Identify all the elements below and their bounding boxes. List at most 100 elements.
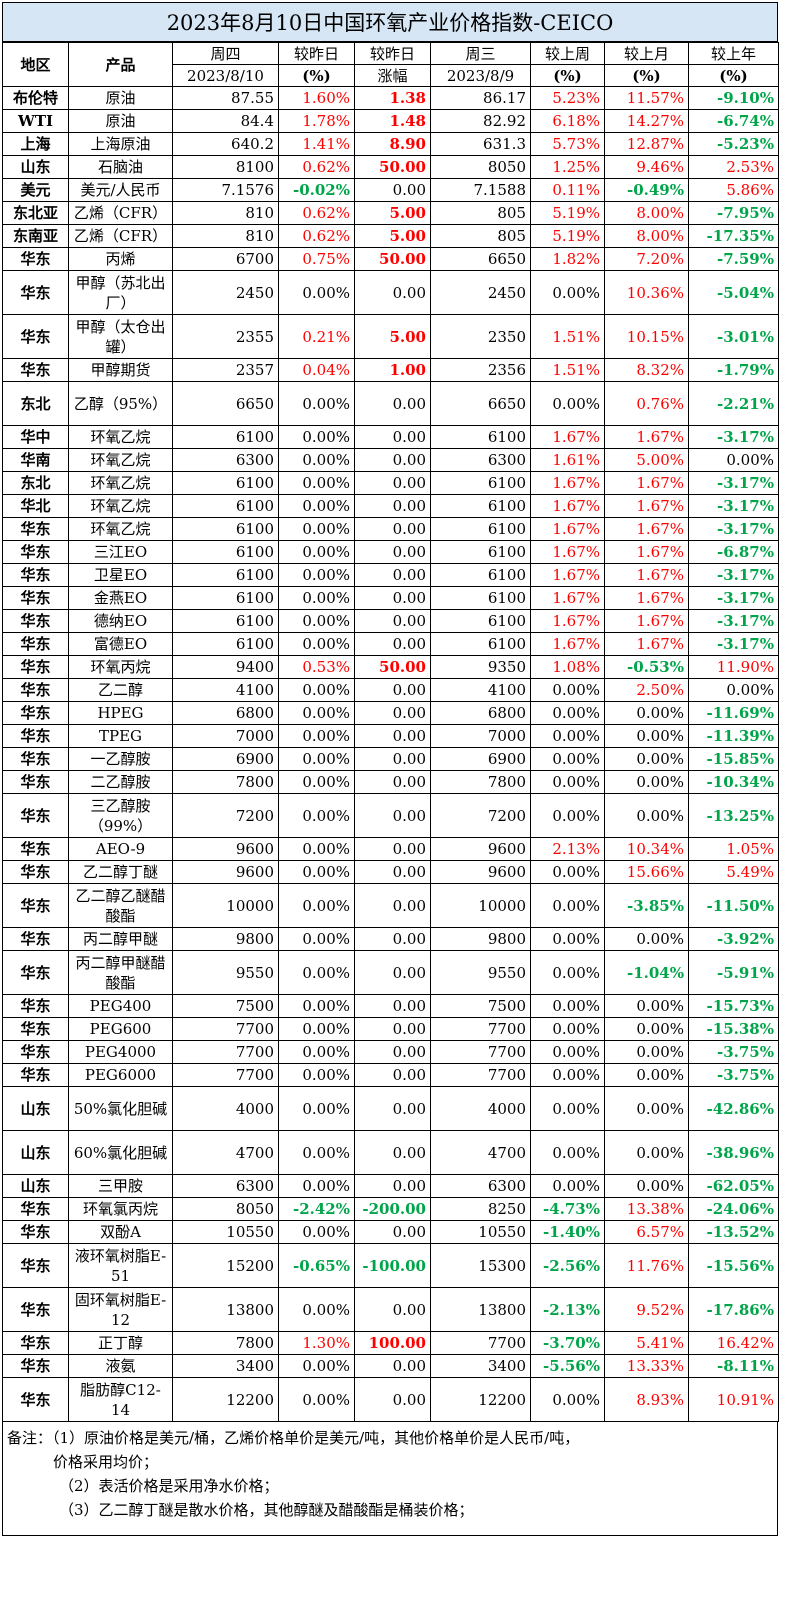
- cell-pct-y: -3.92%: [688, 927, 779, 951]
- cell-pct-w: 0.00%: [530, 1063, 605, 1087]
- cell-region: 华东: [2, 837, 69, 861]
- table-row: 华东 二乙醇胺 7800 0.00% 0.00 7800 0.00% 0.00% -10.34%: [2, 770, 779, 794]
- cell-product: PEG600: [68, 1017, 173, 1041]
- cell-pct-m: 9.46%: [604, 155, 689, 179]
- header-vs-year: 较上年: [688, 42, 779, 65]
- cell-product: PEG400: [68, 994, 173, 1018]
- cell-pct-d: 0.00%: [278, 1086, 355, 1131]
- cell-thu: 6100: [172, 632, 279, 656]
- cell-thu: 7500: [172, 994, 279, 1018]
- cell-product: TPEG: [68, 724, 173, 748]
- cell-region: 华东: [2, 1377, 69, 1422]
- cell-chg: 0.00: [354, 609, 431, 633]
- cell-pct-m: 0.00%: [604, 1086, 689, 1131]
- cell-pct-w: 1.67%: [530, 609, 605, 633]
- cell-pct-m: 1.67%: [604, 609, 689, 633]
- table-row: 华东 PEG600 7700 0.00% 0.00 7700 0.00% 0.00% -15.3…: [2, 1017, 779, 1041]
- cell-region: 华东: [2, 1197, 69, 1221]
- cell-pct-m: 13.38%: [604, 1197, 689, 1221]
- cell-region: 华东: [2, 540, 69, 564]
- table-row: 华东 丙二醇甲醚醋酸酯 9550 0.00% 0.00 9550 0.00% -1.04% -5…: [2, 950, 779, 995]
- cell-pct-w: 1.25%: [530, 155, 605, 179]
- cell-chg: 0.00: [354, 678, 431, 702]
- cell-pct-y: -3.17%: [688, 471, 779, 495]
- cell-pct-m: 0.00%: [604, 747, 689, 771]
- cell-region: 华东: [2, 860, 69, 884]
- cell-region: 华东: [2, 793, 69, 838]
- cell-product: 三乙醇胺（99%）: [68, 793, 173, 838]
- cell-pct-w: 1.67%: [530, 471, 605, 495]
- cell-thu: 2355: [172, 314, 279, 359]
- table-row: 山东 50%氯化胆碱 4000 0.00% 0.00 4000 0.00% 0.00% -42.…: [2, 1086, 779, 1131]
- cell-pct-y: -7.59%: [688, 247, 779, 271]
- table-row: 东南亚 乙烯（CFR） 810 0.62% 5.00 805 5.19% 8.00% -17.3…: [2, 224, 779, 248]
- cell-region: 东北: [2, 471, 69, 495]
- header-thu: 周四: [172, 42, 279, 65]
- cell-chg: 0.00: [354, 517, 431, 541]
- table-row: 华东 PEG400 7500 0.00% 0.00 7500 0.00% 0.00% -15.7…: [2, 994, 779, 1018]
- cell-thu: 10000: [172, 883, 279, 928]
- cell-pct-y: -3.17%: [688, 494, 779, 518]
- cell-pct-m: 1.67%: [604, 632, 689, 656]
- cell-pct-w: 0.00%: [530, 1017, 605, 1041]
- cell-pct-d: 1.41%: [278, 132, 355, 156]
- note-line-3: （2）表活价格是采用净水价格；: [59, 1477, 279, 1495]
- cell-pct-w: 5.19%: [530, 224, 605, 248]
- cell-region: 华中: [2, 425, 69, 449]
- table-row: 华东 富德EO 6100 0.00% 0.00 6100 1.67% 1.67% -3.17%: [2, 632, 779, 656]
- cell-pct-m: 1.67%: [604, 425, 689, 449]
- cell-wed: 12200: [430, 1377, 531, 1422]
- cell-pct-m: 0.76%: [604, 381, 689, 426]
- cell-product: AEO-9: [68, 837, 173, 861]
- cell-region: 东北亚: [2, 201, 69, 225]
- cell-pct-w: 0.00%: [530, 950, 605, 995]
- cell-product: 原油: [68, 86, 173, 110]
- cell-thu: 7000: [172, 724, 279, 748]
- cell-chg: 0.00: [354, 494, 431, 518]
- cell-thu: 13800: [172, 1287, 279, 1332]
- cell-pct-w: 1.67%: [530, 540, 605, 564]
- cell-region: 华东: [2, 770, 69, 794]
- table-row: 华东 AEO-9 9600 0.00% 0.00 9600 2.13% 10.34% 1.05%: [2, 837, 779, 861]
- cell-wed: 6100: [430, 586, 531, 610]
- table-row: 东北 环氧乙烷 6100 0.00% 0.00 6100 1.67% 1.67% -3.17%: [2, 471, 779, 495]
- cell-pct-m: 11.76%: [604, 1243, 689, 1288]
- cell-pct-y: -17.35%: [688, 224, 779, 248]
- cell-pct-m: 14.27%: [604, 109, 689, 133]
- cell-pct-y: -8.11%: [688, 1354, 779, 1378]
- cell-thu: 810: [172, 201, 279, 225]
- cell-thu: 6100: [172, 586, 279, 610]
- cell-product: 乙醇（95%）: [68, 381, 173, 426]
- cell-thu: 4700: [172, 1130, 279, 1175]
- cell-thu: 9600: [172, 837, 279, 861]
- cell-pct-w: 0.00%: [530, 927, 605, 951]
- cell-pct-y: 0.00%: [688, 448, 779, 472]
- cell-pct-d: 0.00%: [278, 678, 355, 702]
- cell-pct-m: 0.00%: [604, 701, 689, 725]
- table-header: 地区 产品 周四 较昨日 较昨日 周三 较上周 较上月 较上年 2023/8/1…: [2, 42, 779, 87]
- cell-product: 环氧乙烷: [68, 448, 173, 472]
- cell-chg: 1.38: [354, 86, 431, 110]
- cell-chg: 0.00: [354, 1130, 431, 1175]
- cell-wed: 7.1588: [430, 178, 531, 202]
- cell-chg: 0.00: [354, 425, 431, 449]
- cell-product: 50%氯化胆碱: [68, 1086, 173, 1131]
- cell-region: 华东: [2, 1040, 69, 1064]
- cell-chg: 0.00: [354, 883, 431, 928]
- header-thu-date: 2023/8/10: [172, 64, 279, 87]
- cell-product: 德纳EO: [68, 609, 173, 633]
- cell-product: 正丁醇: [68, 1331, 173, 1355]
- cell-thu: 6100: [172, 540, 279, 564]
- price-table: 地区 产品 周四 较昨日 较昨日 周三 较上周 较上月 较上年 2023/8/1…: [2, 42, 779, 1422]
- cell-pct-m: 11.57%: [604, 86, 689, 110]
- cell-pct-d: 0.00%: [278, 793, 355, 838]
- cell-pct-y: 5.49%: [688, 860, 779, 884]
- cell-product: 乙二醇乙醚醋酸酯: [68, 883, 173, 928]
- cell-pct-m: 8.00%: [604, 224, 689, 248]
- cell-pct-w: 1.67%: [530, 563, 605, 587]
- cell-chg: 0.00: [354, 724, 431, 748]
- cell-pct-d: 0.62%: [278, 155, 355, 179]
- cell-region: 华东: [2, 950, 69, 995]
- cell-wed: 631.3: [430, 132, 531, 156]
- table-row: 华东 环氧氯丙烷 8050 -2.42% -200.00 8250 -4.73% 13.38%…: [2, 1197, 779, 1221]
